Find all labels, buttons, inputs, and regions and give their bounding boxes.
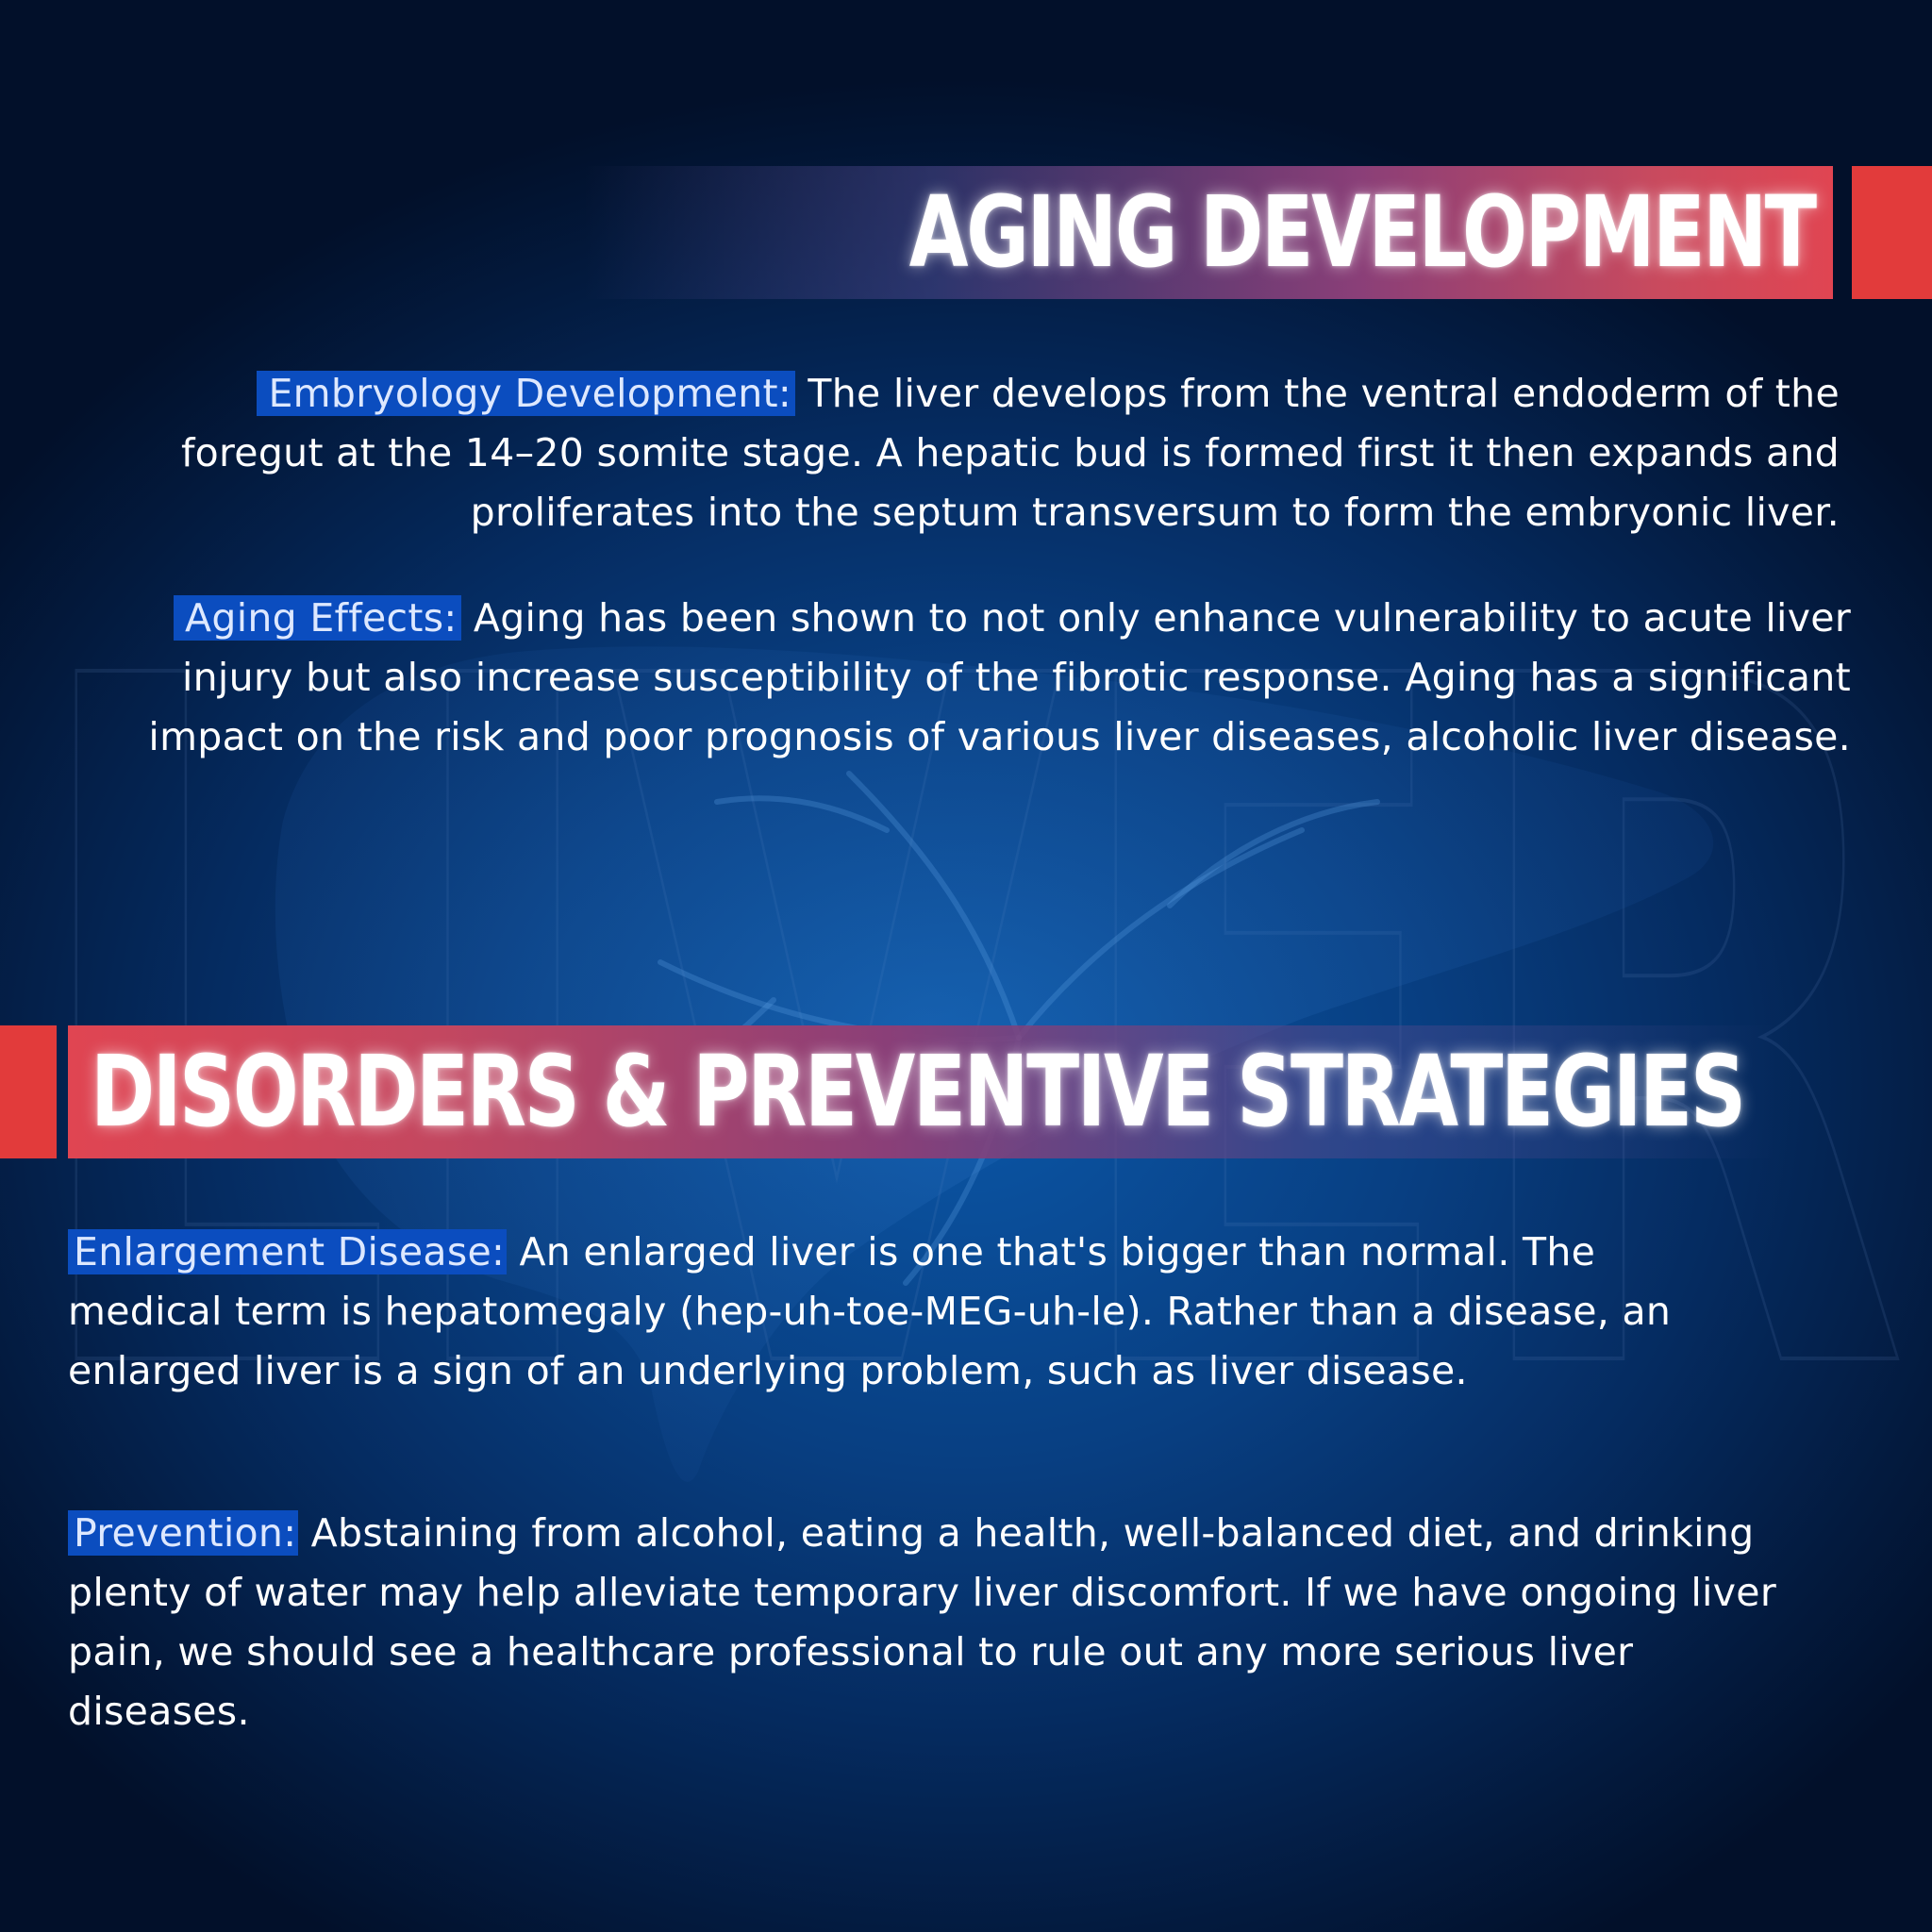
prevention-text: Abstaining from alcohol, eating a health… xyxy=(68,1510,1776,1734)
aging-effects-label: Aging Effects: xyxy=(174,595,461,641)
aging-effects-paragraph: Aging Effects: Aging has been shown to n… xyxy=(142,589,1851,767)
disorders-header-banner xyxy=(68,1025,1775,1158)
enlargement-text: An enlarged liver is one that's bigger t… xyxy=(68,1229,1672,1393)
prevention-paragraph: Prevention: Abstaining from alcohol, eat… xyxy=(68,1504,1823,1741)
disorders-section-title: DISORDERS & PREVENTIVE STRATEGIES xyxy=(91,1034,1746,1149)
embryology-label: Embryology Development: xyxy=(257,371,796,416)
aging-header-accent xyxy=(1852,166,1932,299)
embryology-paragraph: Embryology Development: The liver develo… xyxy=(104,364,1840,542)
embryology-text: The liver develops from the ventral endo… xyxy=(180,371,1840,535)
aging-header-banner xyxy=(585,166,1833,299)
aging-effects-text: Aging has been shown to not only enhance… xyxy=(148,595,1851,759)
enlargement-label: Enlargement Disease: xyxy=(68,1229,508,1274)
disorders-header-accent xyxy=(0,1025,57,1158)
prevention-label: Prevention: xyxy=(68,1510,299,1556)
enlargement-paragraph: Enlargement Disease: An enlarged liver i… xyxy=(68,1223,1690,1401)
aging-section-title: AGING DEVELOPMENT xyxy=(908,175,1817,290)
